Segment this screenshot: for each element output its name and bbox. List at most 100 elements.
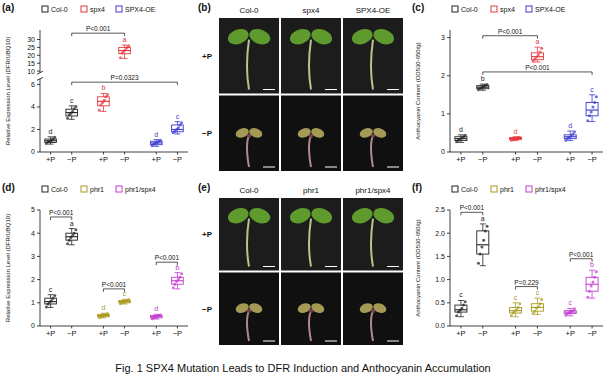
point [479,253,482,256]
point [486,225,489,228]
point [464,300,467,303]
point [593,276,596,279]
legend-swatch [42,6,48,12]
legend-swatch [116,6,122,12]
legend-label: Col-0 [461,186,478,193]
y-tick [37,63,40,64]
x-axis [40,326,188,327]
seedling-leaf [350,205,375,226]
row-label: +P [202,52,213,61]
x-tick-label: +P [46,155,55,164]
whisker [50,295,51,298]
y-tick [37,279,40,280]
bracket [51,217,72,220]
point [106,312,109,315]
point [98,109,101,112]
point [462,304,465,307]
box [172,125,184,132]
y-tick [447,113,450,114]
panel-label: (b) [198,2,211,13]
p-value: P<0.001 [49,209,74,216]
significance-letter: a [535,38,539,45]
y-tick-label: 3 [31,253,35,260]
whisker [570,131,571,135]
whisker-cap [101,93,107,94]
scale-bar [263,167,275,168]
x-tick-label: +P [99,329,108,338]
legend-swatch [491,186,497,192]
p-value: P=0.0323 [111,74,139,81]
point [482,239,485,242]
y-tick-label: 5 [31,206,35,213]
seedling-leaf [372,302,388,315]
x-tick-label: −P [173,329,182,338]
point [510,314,513,317]
y-tick [37,129,40,130]
point [486,83,489,86]
box [66,233,78,240]
seedling-stem [247,311,249,341]
box [119,47,131,53]
photo [281,273,341,346]
whisker-cap [153,146,159,147]
bracket [483,36,538,39]
y-tick-label: 0 [31,148,35,155]
significance-letter: d [514,128,518,135]
photo [281,18,341,94]
p-value: P<0.001 [498,28,523,35]
point [586,119,589,122]
row-label: −P [202,129,213,138]
whisker [537,311,538,314]
whisker-cap [567,131,573,132]
whisker-cap [534,298,540,299]
seedling-leaf [288,205,313,226]
seedling-apex [371,134,375,138]
chart: (f)Col-0phr1phr1/spx40.00.51.01.52.02.5A… [412,182,603,338]
x-tick-label: +P [152,155,161,164]
significance-letter: c [536,289,540,296]
bracket [483,72,592,75]
whisker [515,303,516,308]
p-value: P<0.001 [102,281,127,288]
x-tick-label: +P [456,155,465,164]
significance-letter: d [101,304,105,311]
point [460,307,463,310]
x-tick-label: +P [99,155,108,164]
whisker [592,95,593,103]
significance-letter: c [568,299,572,306]
whisker [71,240,72,245]
seedling-apex [371,309,375,313]
box [45,298,57,304]
chart: (c)Col-0spx4SPX4-OE0123Anthocyanin Conte… [412,2,603,164]
point [178,276,181,279]
point [180,272,183,275]
y-tick-label: 2 [31,126,35,133]
point [539,51,542,54]
whisker [460,300,461,305]
whisker-cap [513,302,519,303]
box [150,141,162,144]
seedling-leaf [371,205,396,226]
box [510,307,522,313]
marks [45,44,183,147]
box [477,86,489,89]
significance-letter: a [123,36,127,43]
y-axis [40,79,41,152]
y-tick-label: 0 [31,322,35,329]
whisker [177,273,178,278]
y-tick-label: 3 [441,34,445,41]
panel-label: (d) [2,182,15,193]
whisker [103,93,104,96]
point [180,121,183,124]
point [74,105,77,108]
legend-label: Col-0 [51,186,68,193]
y-tick [37,39,40,40]
whisker [537,298,538,304]
whisker-cap [480,90,486,91]
seedling-leaf [309,26,334,47]
legend-label: Col-0 [51,6,68,13]
seedling-stem [371,219,373,267]
column-title: Col-0 [239,6,259,15]
point [477,262,480,265]
median [586,110,598,111]
